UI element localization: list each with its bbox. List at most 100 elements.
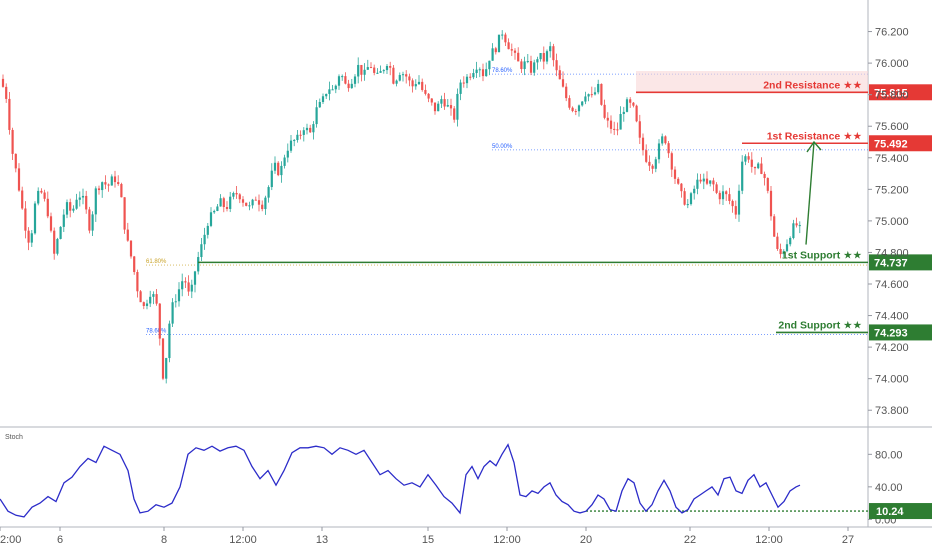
candle-body (158, 303, 161, 339)
candle-body (318, 102, 321, 108)
price-axis: 73.800 74.000 74.200 74.400 74.600 74.800 75.0… (868, 27, 909, 417)
price-tick-label: 73.800 (875, 405, 909, 417)
time-tick-label: 8 (161, 534, 167, 546)
candle-body (542, 53, 545, 62)
candle-body (299, 134, 302, 136)
candle-body (334, 85, 337, 90)
candle-body (225, 207, 229, 209)
candle-body (40, 190, 43, 193)
candle-body (638, 121, 641, 138)
candle-body (37, 190, 40, 204)
time-tick-label: 20 (580, 534, 592, 546)
candle-body (405, 74, 408, 77)
candle-body (574, 111, 577, 113)
candle-body (657, 143, 661, 160)
price-tick-label: 76.200 (875, 27, 909, 39)
candle-body (693, 188, 696, 194)
candle-body (24, 208, 27, 231)
candle-body (248, 205, 251, 207)
candle-body (593, 92, 597, 95)
candle-body (363, 69, 366, 75)
candle-body (14, 153, 17, 169)
candle-body (686, 204, 689, 206)
candle-body (280, 165, 283, 176)
candle-body (149, 296, 152, 304)
candle-body (302, 130, 305, 135)
price-tick-label: 75.800 (875, 90, 909, 102)
candle-body (350, 83, 353, 89)
stoch-title: Stoch (5, 434, 23, 441)
candle-body (382, 70, 385, 72)
level-price-label: 75.815 (874, 87, 908, 99)
candle-body (113, 176, 117, 183)
candle-body (286, 150, 289, 158)
candle-body (401, 74, 405, 76)
candle-body (283, 157, 286, 166)
price-tick-label: 76.000 (875, 58, 909, 70)
candle-body (376, 72, 379, 74)
candle-body (155, 294, 158, 304)
candle-body (766, 178, 769, 191)
candle-body (539, 53, 542, 60)
candle-body (718, 192, 721, 200)
candle-body (520, 61, 523, 70)
fib-label: 61.80% (146, 259, 167, 265)
candle-body (677, 178, 680, 184)
candle-body (417, 81, 421, 85)
candle-body (715, 184, 718, 193)
candle-body (264, 197, 267, 210)
candle-body (325, 93, 328, 97)
candle-body (238, 194, 241, 200)
candle-body (411, 80, 414, 87)
candle-body (446, 105, 449, 107)
candle-body (507, 42, 510, 50)
time-tick-label: 6 (57, 534, 63, 546)
candle-body (440, 99, 443, 104)
price-tick-label: 74.800 (875, 247, 909, 259)
candle-body (430, 98, 433, 103)
candle-body (773, 216, 776, 237)
candle-body (606, 117, 609, 121)
candle-body (184, 281, 187, 283)
candle-body (72, 208, 75, 211)
level-price-tag (869, 324, 932, 341)
stoch-line (0, 443, 801, 518)
candle-body (625, 99, 629, 112)
candle-body (629, 99, 632, 103)
candle-body (107, 184, 110, 186)
candle-body (353, 76, 357, 84)
candle-body (725, 191, 728, 195)
level-price-tag (869, 84, 932, 101)
candle-body (357, 64, 360, 77)
candle-body (11, 129, 14, 154)
candle-body (133, 256, 136, 273)
time-tick-label: 27 (842, 534, 854, 546)
candle-body (433, 102, 437, 112)
stoch-tick-label: 40.00 (875, 482, 903, 494)
candle-body (571, 107, 574, 112)
time-tick-label: 12:00 (755, 534, 783, 546)
candle-body (622, 111, 625, 115)
candle-body (408, 76, 411, 81)
candle-body (750, 159, 753, 167)
candle-body (161, 338, 165, 379)
candle-body (296, 134, 299, 141)
level-price-tag (869, 254, 932, 271)
candle-body (360, 64, 363, 75)
candle-body (792, 223, 795, 238)
candle-body (65, 202, 69, 215)
candle-body (232, 192, 235, 197)
candle-body (305, 127, 309, 131)
candle-body (273, 162, 277, 171)
candle-body (776, 236, 779, 249)
candle-body (584, 96, 587, 102)
candle-body (488, 60, 491, 70)
candle-body (757, 163, 760, 169)
candle-body (27, 230, 30, 243)
candle-body (385, 65, 389, 71)
candle-body (782, 251, 785, 255)
candle-body (680, 183, 683, 192)
price-tick-label: 74.600 (875, 279, 909, 291)
